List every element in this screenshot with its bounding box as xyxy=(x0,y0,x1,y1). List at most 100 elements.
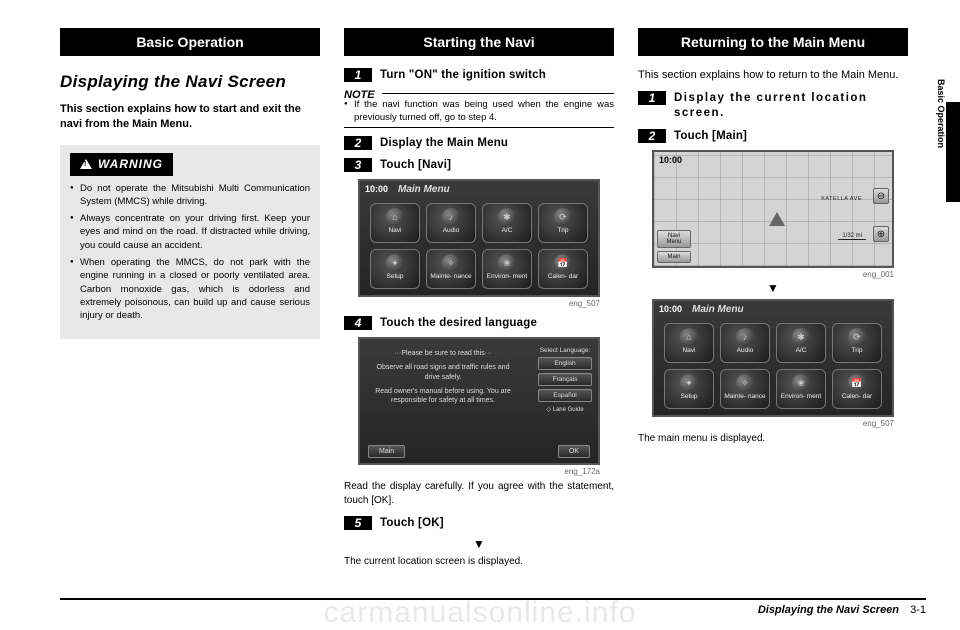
footer-title: Displaying the Navi Screen xyxy=(758,604,899,616)
main-menu-grid: ⌂Navi ♪ Audio ✱A/C ⟳Trip ✦ Setup ✧ Mainte- … xyxy=(370,203,588,289)
note-rule xyxy=(344,127,614,128)
column-2: Starting the Navi 1 Turn "ON" the igniti… xyxy=(344,28,614,584)
step-2: 2 Touch [Main] xyxy=(638,129,908,144)
zoom-out-icon: ⊖ xyxy=(873,188,889,204)
step-number-icon: 4 xyxy=(344,316,372,330)
lang-francais-button: Français xyxy=(538,373,592,386)
section-header-returning: Returning to the Main Menu xyxy=(638,28,908,56)
step-4: 4 Touch the desired language xyxy=(344,316,614,331)
menu-button-ac: ✱A/C xyxy=(482,203,532,243)
menu-label: Setup xyxy=(665,394,713,401)
warning-label: WARNING xyxy=(98,156,163,173)
zoom-in-icon: ⊕ xyxy=(873,226,889,242)
menu-button-navi: ⌂Navi xyxy=(370,203,420,243)
main-tab: Main xyxy=(657,251,691,263)
map-sidebar: Navi Menu Main xyxy=(657,230,691,263)
side-tab-marker xyxy=(946,102,960,202)
menu-button-trip: ⟳Trip xyxy=(538,203,588,243)
step-text: Display the current location screen. xyxy=(674,91,908,121)
menu-button-setup: ✦Setup xyxy=(664,369,714,409)
menu-button-ac: ✱A/C xyxy=(776,323,826,363)
menu-label: Environ- ment xyxy=(777,394,825,401)
map-screenshot: 10:00 KATELLA AVE Navi Menu Main ⊖ ⊕ 1/3… xyxy=(652,150,894,268)
note-icon: ♪ xyxy=(442,208,460,226)
step-1: 1 Turn "ON" the ignition switch xyxy=(344,68,614,83)
menu-label: Mainte- nance xyxy=(721,394,769,401)
column-3: Returning to the Main Menu This section … xyxy=(638,28,908,584)
side-section-label: Basic Operation xyxy=(936,79,946,148)
menu-button-env: ❀ Environ- ment xyxy=(776,369,826,409)
note-body: If the navi function was being used when… xyxy=(344,98,614,125)
warning-item: When operating the MMCS, do not park wit… xyxy=(70,256,310,322)
menu-button-setup: ✦ Setup xyxy=(370,249,420,289)
step-3: 3 Touch [Navi] xyxy=(344,158,614,173)
disclaimer-line: Read owner's manual before using. You ar… xyxy=(368,387,518,405)
menu-button-navi: ⌂ Navi xyxy=(664,323,714,363)
step-2: 2 Display the Main Menu xyxy=(344,136,614,151)
menu-button-trip: ⟳Trip xyxy=(832,323,882,363)
lang-bottom-row: Main OK xyxy=(368,445,590,458)
street-label: KATELLA AVE xyxy=(821,196,862,202)
image-caption: eng_507 xyxy=(638,419,894,428)
step-number-icon: 1 xyxy=(638,91,666,105)
wrench-icon: ✧ xyxy=(736,374,754,392)
clock-label: 10:00 xyxy=(659,304,682,314)
step-text: Touch [Main] xyxy=(674,129,747,144)
warning-header: WARNING xyxy=(70,153,173,176)
warning-item: Do not operate the Mitsubishi Multi Comm… xyxy=(70,182,310,209)
home-icon: ⌂ xyxy=(680,328,698,346)
menu-label: A/C xyxy=(483,228,531,235)
menu-button-maint: ✧ Mainte- nance xyxy=(426,249,476,289)
menu-button-audio: ♪ Audio xyxy=(426,203,476,243)
loop-icon: ⟳ xyxy=(554,208,572,226)
wrench-icon: ✧ xyxy=(442,254,460,272)
map-scale-label: 1/32 mi xyxy=(838,233,866,240)
main-menu-title: Main Menu xyxy=(692,304,744,315)
disclaimer-line: ···Please be sure to read this··· xyxy=(368,349,518,358)
menu-label: Calen- dar xyxy=(833,394,881,401)
language-panel: Select Language: English Français Españo… xyxy=(538,347,592,413)
step-number-icon: 1 xyxy=(344,68,372,82)
main-button: Main xyxy=(368,445,405,458)
menu-label: Setup xyxy=(371,274,419,281)
lane-guide-label: ◇ Lane Guide xyxy=(538,406,592,413)
menu-button-cal: 📅 Calen- dar xyxy=(832,369,882,409)
map-zoom-controls: ⊖ ⊕ xyxy=(873,188,889,242)
image-caption: eng_172a xyxy=(344,467,600,476)
step-text: Turn "ON" the ignition switch xyxy=(380,68,546,83)
step-1: 1 Display the current location screen. xyxy=(638,91,908,121)
clock-label: 10:00 xyxy=(659,155,682,165)
menu-label: A/C xyxy=(777,348,825,355)
menu-label: Environ- ment xyxy=(483,274,531,281)
main-menu-screenshot-2: 10:00 Main Menu ⌂Navi ♪Audio ✱A/C ⟳Trip … xyxy=(652,299,894,417)
leaf-icon: ❀ xyxy=(792,374,810,392)
menu-label: Calen- dar xyxy=(539,274,587,281)
footer-page-number: 3-1 xyxy=(910,604,926,616)
menu-button-maint: ✧ Mainte- nance xyxy=(720,369,770,409)
main-menu-screenshot: 10:00 Main Menu ⌂Navi ♪Audio ✱A/C ⟳Trip … xyxy=(358,179,600,297)
main-title: Displaying the Navi Screen xyxy=(60,72,320,92)
step-text: Touch [Navi] xyxy=(380,158,451,173)
lang-english-button: English xyxy=(538,357,592,370)
menu-label: Trip xyxy=(833,348,881,355)
main-menu-title: Main Menu xyxy=(398,184,450,195)
note-rule xyxy=(382,93,614,94)
arrow-down-icon: ▼ xyxy=(344,537,614,551)
body-text: The main menu is displayed. xyxy=(638,432,908,446)
warning-list: Do not operate the Mitsubishi Multi Comm… xyxy=(70,182,310,323)
select-language-label: Select Language: xyxy=(538,347,592,354)
step-5: 5 Touch [OK] xyxy=(344,516,614,531)
warning-icon xyxy=(80,159,92,169)
menu-label: Navi xyxy=(665,348,713,355)
menu-button-audio: ♪Audio xyxy=(720,323,770,363)
page-footer: Displaying the Navi Screen 3-1 xyxy=(60,598,926,616)
gear-icon: ✦ xyxy=(386,254,404,272)
menu-label: Audio xyxy=(721,348,769,355)
image-caption: eng_001 xyxy=(638,270,894,279)
warning-item: Always concentrate on your driving first… xyxy=(70,212,310,252)
menu-label: Audio xyxy=(427,228,475,235)
calendar-icon: 📅 xyxy=(848,374,866,392)
note-block: NOTE If the navi function was being used… xyxy=(344,89,614,128)
step-number-icon: 3 xyxy=(344,158,372,172)
menu-label: Mainte- nance xyxy=(427,274,475,281)
